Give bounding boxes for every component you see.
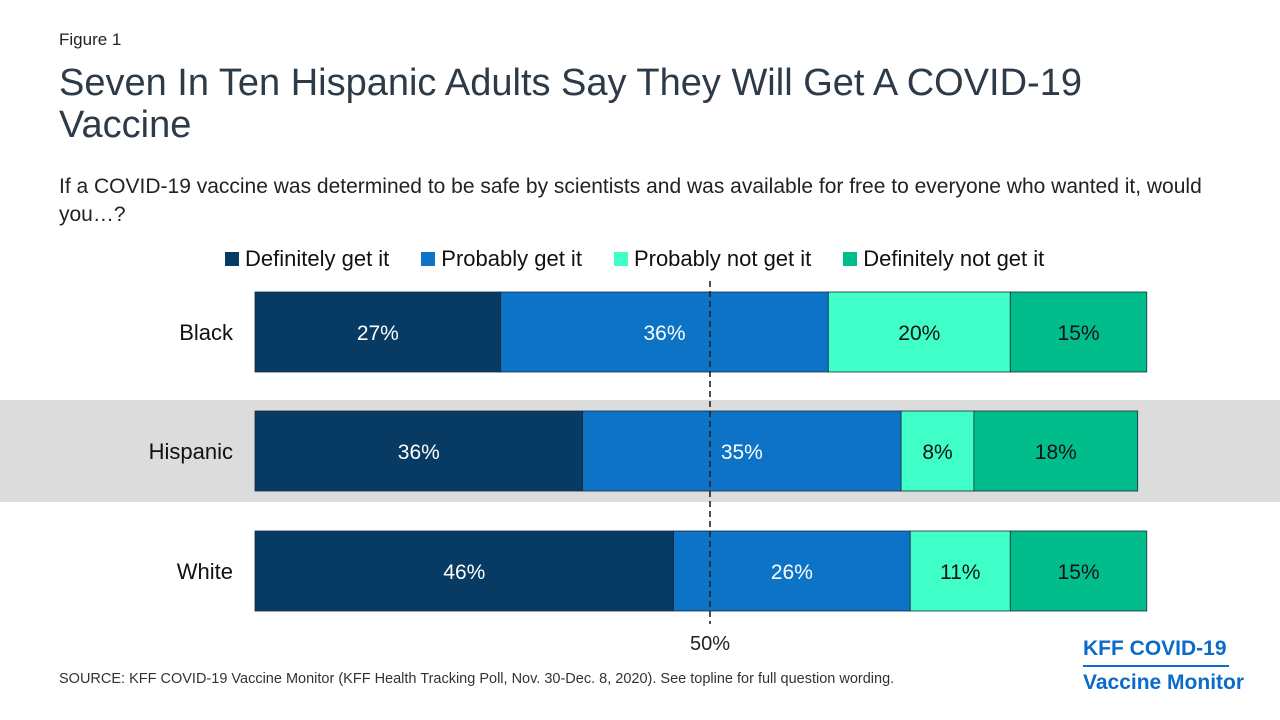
data-label: 20% [898, 322, 940, 345]
legend: Definitely get it Probably get it Probab… [225, 246, 1044, 272]
data-label: 11% [940, 561, 980, 584]
data-label: 36% [398, 441, 440, 464]
data-label: 15% [1058, 322, 1100, 345]
data-label: 8% [922, 441, 952, 464]
brand-rule [1083, 665, 1229, 667]
chart-subtitle: If a COVID-19 vaccine was determined to … [59, 175, 1202, 226]
legend-label: Definitely not get it [863, 246, 1045, 271]
bar-segment [254, 530, 675, 612]
reference-line-label: 50% [690, 633, 730, 655]
bar-segment [909, 530, 1011, 612]
bar-segment [673, 530, 911, 612]
category-label: Hispanic [149, 439, 233, 464]
bar-segment [1009, 291, 1148, 373]
data-label: 35% [721, 441, 763, 464]
data-label: 27% [357, 322, 399, 345]
legend-item-probably-get: Probably get it [421, 246, 582, 272]
legend-label: Definitely get it [245, 246, 390, 271]
legend-label: Probably not get it [633, 246, 812, 271]
figure-label: Figure 1 [59, 30, 122, 49]
bar-segment [500, 291, 829, 373]
legend-swatch [421, 252, 436, 266]
legend-swatch [225, 252, 239, 266]
category-label: Black [179, 320, 234, 345]
data-label: 46% [443, 561, 485, 584]
data-label: 26% [771, 561, 813, 584]
data-label: 15% [1058, 561, 1100, 584]
legend-item-probably-not-get: Probably not get it [613, 246, 812, 272]
bar-segment [1009, 530, 1148, 612]
bar-segment [973, 410, 1139, 492]
legend-swatch [843, 252, 858, 266]
legend-swatch [613, 252, 628, 266]
bar-segment [582, 410, 902, 492]
bar-segment [254, 410, 584, 492]
category-label: White [177, 559, 233, 584]
brand-line-2: Vaccine Monitor [1083, 671, 1245, 694]
brand-logo: KFF COVID-19 Vaccine Monitor [1083, 634, 1253, 698]
source-note: SOURCE: KFF COVID-19 Vaccine Monitor (KF… [59, 671, 895, 687]
bar-segment [254, 291, 502, 373]
brand-line-1: KFF COVID-19 [1083, 637, 1227, 660]
bar-segment [900, 410, 975, 492]
legend-item-definitely-not-get: Definitely not get it [843, 246, 1044, 272]
legend-label: Probably get it [441, 246, 582, 271]
chart-title: Seven In Ten Hispanic Adults Say They Wi… [59, 62, 1082, 146]
data-label: 36% [643, 322, 685, 345]
legend-item-definitely-get: Definitely get it [225, 246, 389, 272]
data-label: 18% [1035, 441, 1077, 464]
